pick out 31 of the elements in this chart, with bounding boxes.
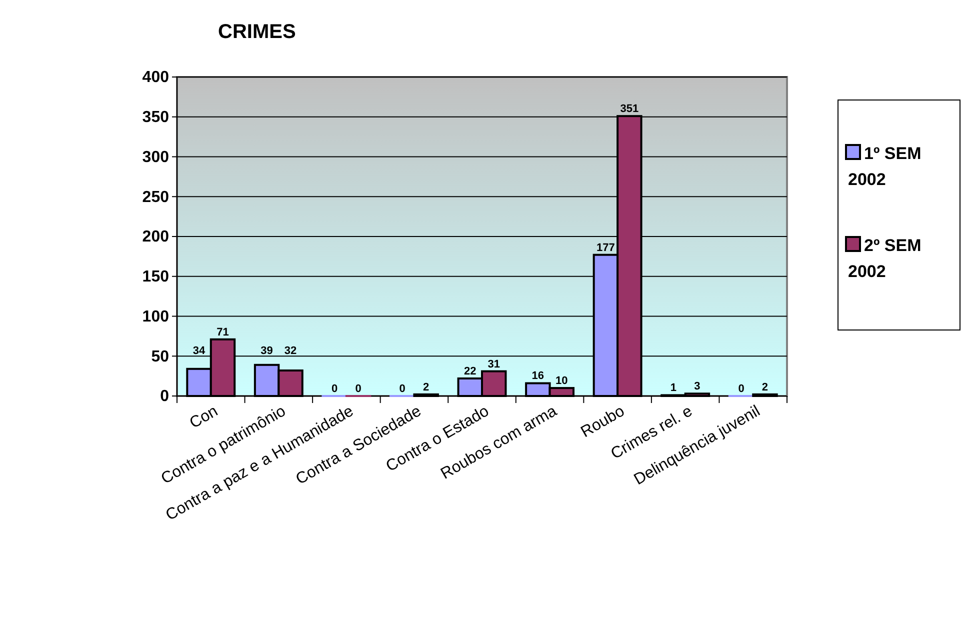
- data-label: 2: [423, 381, 430, 394]
- y-tick-label: 400: [142, 69, 170, 86]
- data-label: 1: [670, 382, 677, 394]
- y-tick-label: 150: [142, 268, 170, 286]
- data-label: 34: [192, 345, 206, 358]
- y-tick-label: 300: [142, 148, 170, 166]
- data-label: 2: [762, 381, 768, 394]
- legend-label: 2º SEM 2002: [848, 236, 922, 281]
- data-label: 177: [596, 242, 615, 254]
- chart-title: CRIMES: [218, 21, 296, 43]
- y-tick-label: 50: [151, 348, 170, 366]
- data-label: 351: [620, 103, 639, 116]
- data-label: 0: [332, 383, 338, 395]
- data-label: 31: [488, 358, 500, 370]
- data-label: 0: [355, 383, 362, 395]
- data-label: 16: [532, 370, 544, 382]
- y-tick-label: 200: [142, 228, 170, 246]
- data-label: 3: [694, 380, 700, 393]
- data-label: 0: [399, 383, 406, 395]
- y-tick-label: 250: [142, 188, 170, 206]
- data-label: 32: [284, 345, 297, 358]
- x-tick-label: Con: [186, 402, 221, 432]
- data-label: 0: [738, 383, 744, 395]
- data-label: 39: [260, 345, 273, 358]
- y-tick-label: 100: [142, 308, 170, 326]
- data-label: 71: [216, 326, 229, 338]
- legend-label: 1º SEM 2002: [848, 144, 922, 189]
- y-tick-label: 350: [142, 108, 170, 126]
- data-label: 22: [464, 365, 476, 378]
- data-label: 10: [556, 375, 568, 388]
- y-tick-label: 0: [160, 388, 170, 406]
